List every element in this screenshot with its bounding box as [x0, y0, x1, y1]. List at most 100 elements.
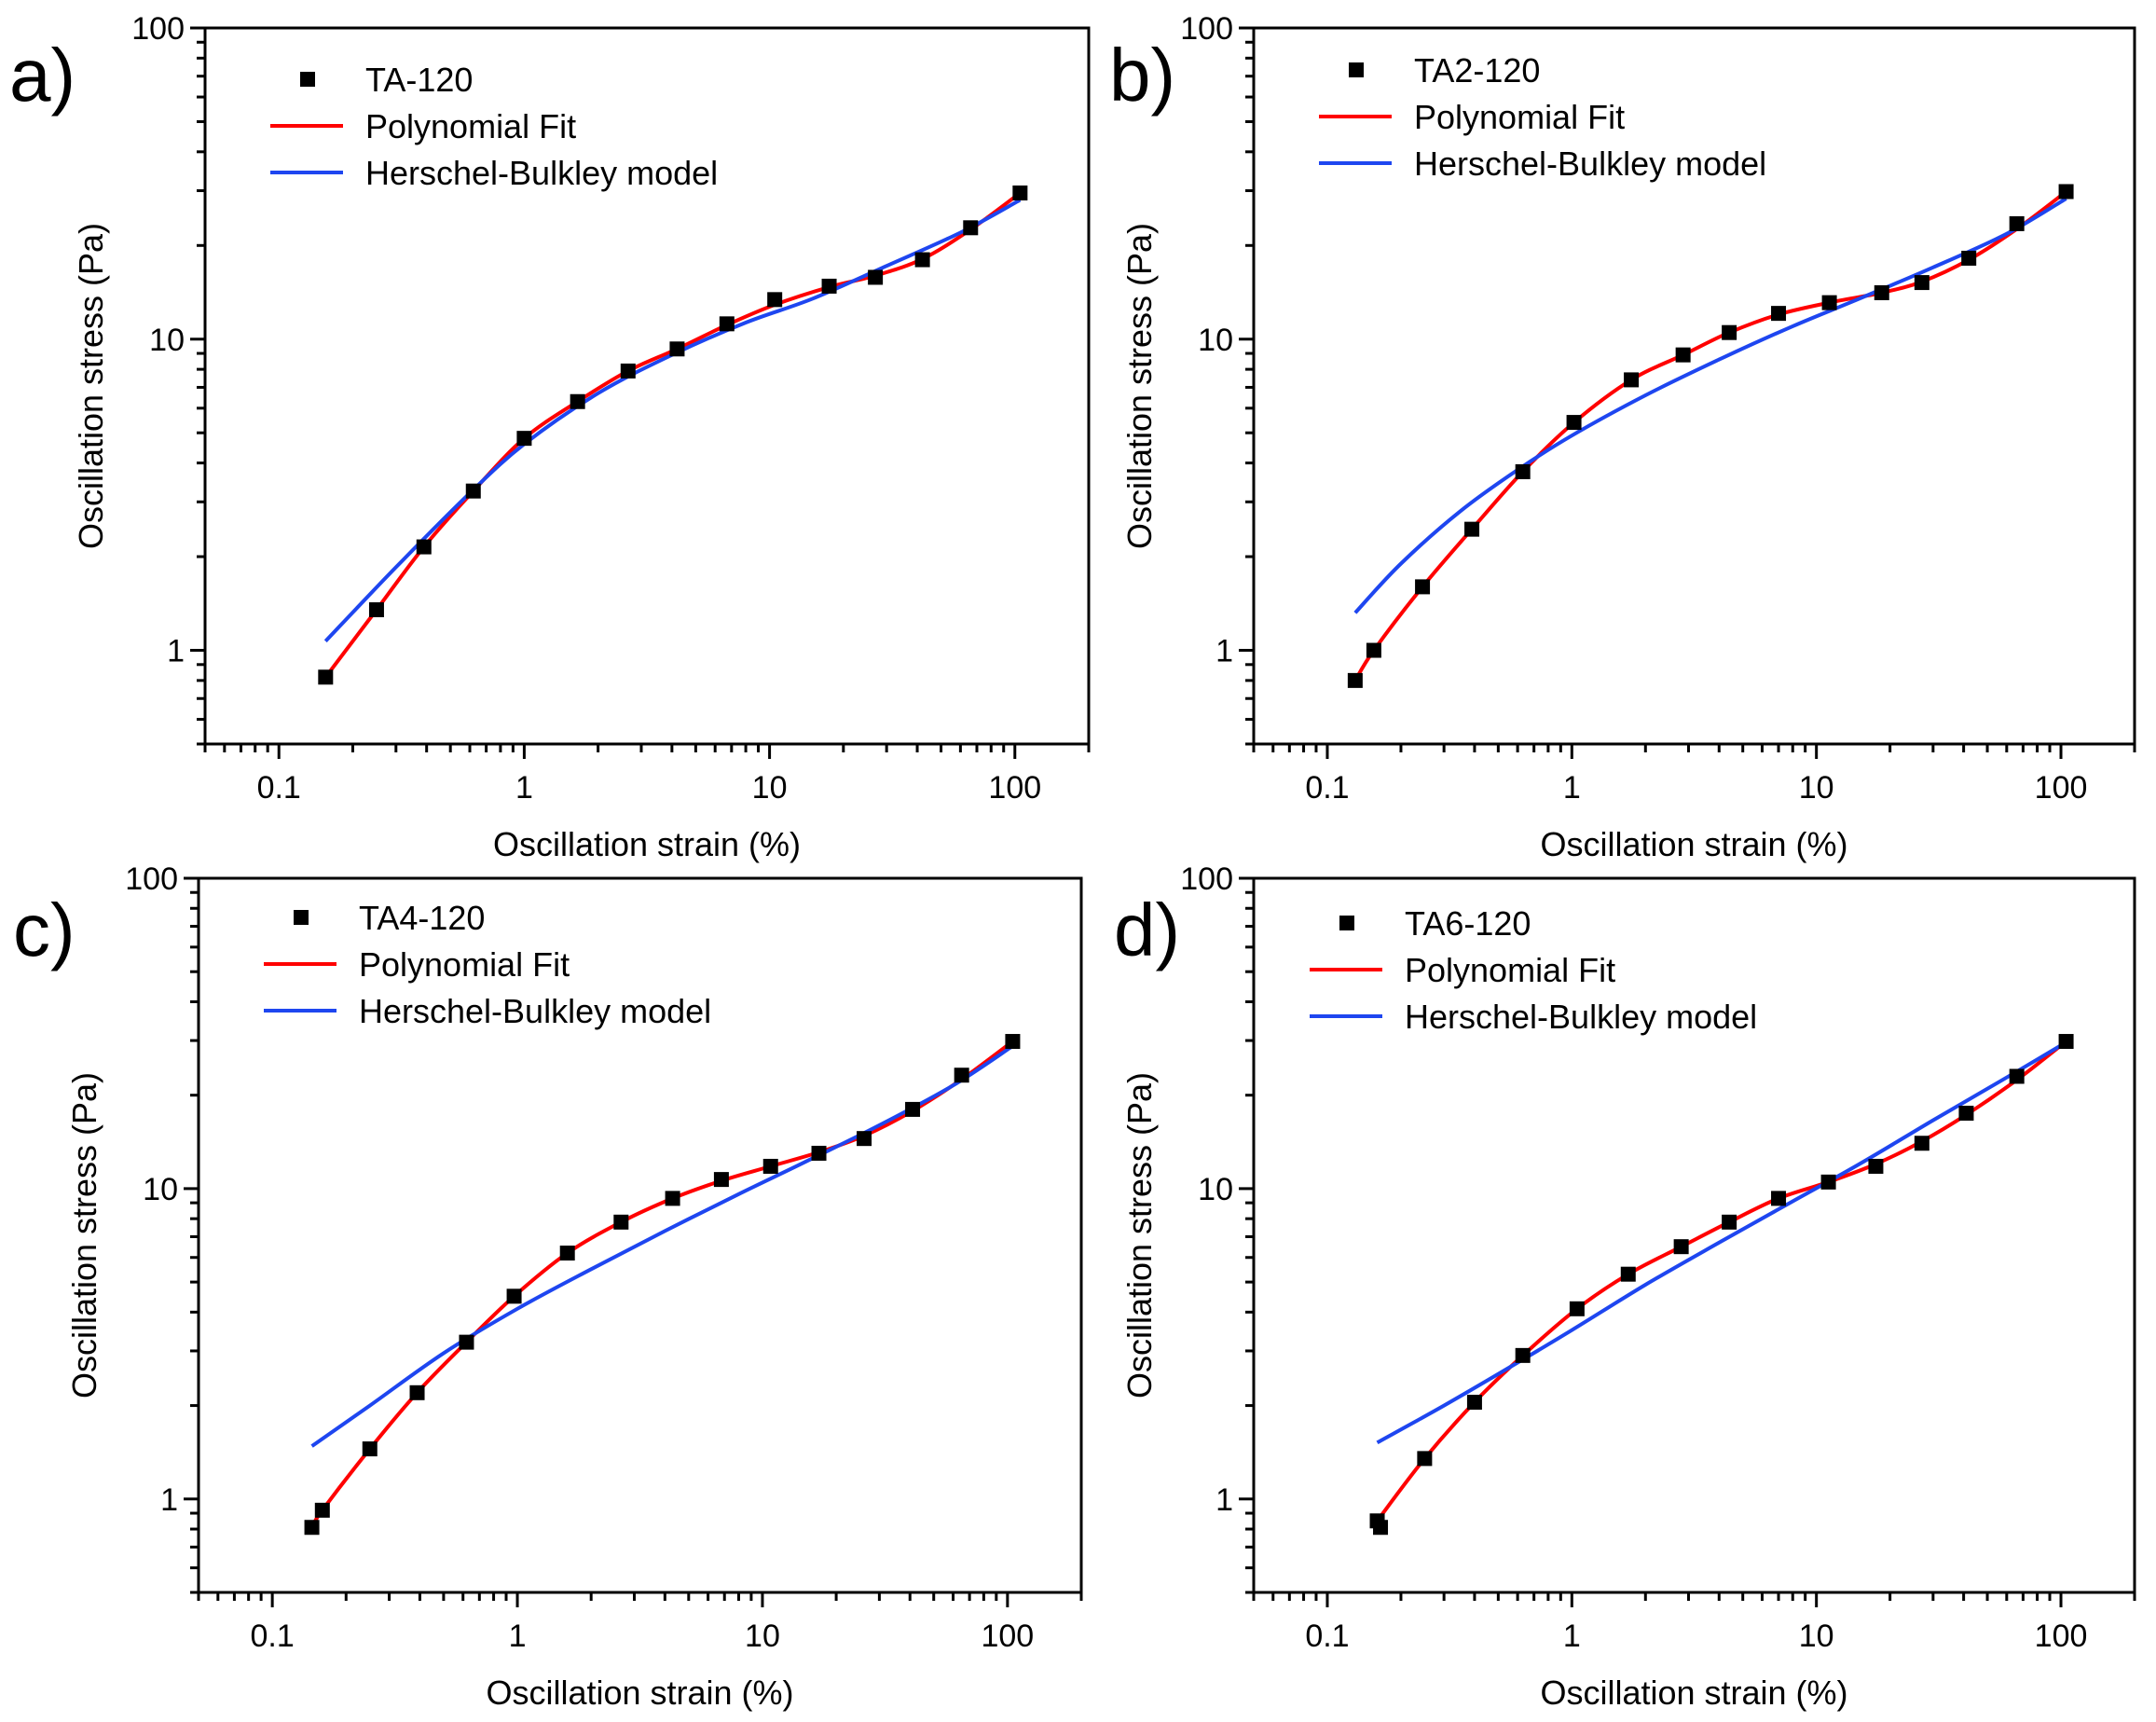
- data-point: [1961, 250, 1977, 266]
- legend-entry: TA2-120: [1414, 51, 1540, 90]
- data-point: [1366, 642, 1381, 658]
- data-point: [905, 1101, 921, 1117]
- legend-entry: TA-120: [365, 61, 473, 99]
- data-point: [1821, 295, 1837, 310]
- x-tick-label: 1: [1563, 770, 1581, 806]
- herschel-bulkley-line: [1376, 1040, 2067, 1445]
- data-point: [811, 1145, 827, 1161]
- x-tick-label: 100: [2035, 1619, 2088, 1654]
- data-point: [713, 1172, 729, 1188]
- data-point: [1466, 1395, 1482, 1411]
- data-point: [362, 1441, 378, 1457]
- data-point: [1914, 1136, 1929, 1151]
- data-point: [314, 1502, 330, 1518]
- y-axis-title: Oscillation stress (Pa): [1120, 223, 1159, 549]
- data-point: [368, 602, 384, 618]
- x-tick-label: 1: [509, 1619, 527, 1654]
- x-tick-label: 0.1: [257, 770, 301, 806]
- data-point: [465, 483, 481, 499]
- x-tick-label: 10: [752, 770, 788, 806]
- data-point: [559, 1246, 575, 1261]
- data-point: [1958, 1105, 1974, 1121]
- x-tick-label: 0.1: [1305, 770, 1349, 806]
- y-tick-label: 100: [125, 861, 178, 897]
- chart-panel-a: a) 0.1 1 10 100 1 10 100 Oscillation strain (%) O…: [9, 11, 1091, 863]
- y-tick-label: 1: [1215, 1482, 1233, 1518]
- x-tick-label: 100: [2035, 770, 2088, 806]
- data-point: [767, 292, 783, 308]
- polynomial-fit-line: [1353, 189, 2067, 682]
- y-tick-label: 10: [149, 323, 185, 358]
- x-tick-label: 1: [515, 770, 533, 806]
- data-point: [868, 269, 884, 285]
- legend-marker-symbol: [1349, 62, 1364, 77]
- x-axis-title: Oscillation strain (%): [1540, 1674, 1847, 1712]
- data-point: [665, 1191, 680, 1206]
- legend: TA4-120 Polynomial Fit Herschel-Bulkley mo…: [264, 899, 711, 1030]
- data-point: [1868, 1158, 1884, 1174]
- data-point: [1347, 672, 1363, 688]
- x-axis-title: Oscillation strain (%): [486, 1674, 793, 1712]
- plot-frame: [203, 26, 1091, 746]
- panel-label: b): [1109, 34, 1175, 117]
- legend-entry: Polynomial Fit: [365, 107, 576, 145]
- legend-entry: Polynomial Fit: [1405, 951, 1615, 989]
- panel-label: c): [13, 889, 76, 971]
- legend-entry: Herschel-Bulkley model: [365, 154, 718, 192]
- data-point: [1012, 185, 1028, 200]
- data-point: [1874, 284, 1889, 300]
- data-point: [963, 220, 979, 236]
- legend-entry: TA6-120: [1405, 904, 1531, 943]
- legend-entry: Polynomial Fit: [359, 945, 570, 984]
- legend-entry: Polynomial Fit: [1414, 98, 1625, 136]
- y-tick-label: 100: [1180, 11, 1233, 47]
- x-tick-label: 100: [981, 1619, 1034, 1654]
- data-point: [516, 431, 532, 447]
- data-point: [1620, 1266, 1636, 1282]
- data-point: [620, 363, 636, 379]
- herschel-bulkley-line: [1353, 197, 2067, 614]
- y-tick-label: 1: [1215, 634, 1233, 669]
- x-tick-label: 10: [1799, 770, 1834, 806]
- data-point: [821, 278, 837, 294]
- y-tick-label: 100: [131, 11, 185, 47]
- data-point: [2009, 1068, 2025, 1084]
- x-axis-title: Oscillation strain (%): [1540, 825, 1847, 863]
- panel-label: a): [9, 34, 76, 117]
- legend-entry: Herschel-Bulkley model: [359, 992, 711, 1030]
- y-tick-label: 10: [1198, 1172, 1233, 1207]
- data-point: [914, 252, 930, 268]
- legend-marker-symbol: [294, 910, 309, 925]
- legend: TA2-120 Polynomial Fit Herschel-Bulkley mo…: [1319, 51, 1766, 183]
- y-axis-title: Oscillation stress (Pa): [65, 1072, 103, 1398]
- chart-panel-d: d) 0.1 1 10 100 1 10 100 Oscillation strain (%) O…: [1114, 861, 2136, 1712]
- herschel-bulkley-line: [323, 198, 1022, 643]
- data-point: [1005, 1034, 1021, 1050]
- data-point: [954, 1068, 969, 1083]
- data-point: [1464, 521, 1480, 537]
- data-point: [1515, 1347, 1531, 1363]
- legend-marker-symbol: [1339, 916, 1354, 930]
- data-point: [1515, 463, 1531, 479]
- data-point: [1673, 1239, 1689, 1255]
- data-point: [2009, 215, 2025, 231]
- data-point: [459, 1334, 474, 1350]
- data-point: [506, 1288, 522, 1304]
- data-point: [1415, 579, 1431, 595]
- data-point: [857, 1131, 872, 1147]
- y-tick-label: 10: [143, 1172, 178, 1207]
- data-point: [304, 1520, 320, 1536]
- data-point: [1914, 275, 1929, 291]
- data-point: [416, 539, 432, 555]
- legend: TA-120 Polynomial Fit Herschel-Bulkley mod…: [270, 61, 718, 192]
- chart-panel-c: c) 0.1 1 10 100 1 10 100 Oscillation strain (%) O…: [13, 861, 1083, 1712]
- legend-entry: Herschel-Bulkley model: [1414, 145, 1766, 183]
- data-point: [318, 669, 334, 685]
- data-point: [613, 1214, 629, 1230]
- legend-entry: TA4-120: [359, 899, 485, 937]
- x-tick-label: 100: [988, 770, 1041, 806]
- legend-entry: Herschel-Bulkley model: [1405, 998, 1757, 1036]
- data-point: [1771, 306, 1787, 322]
